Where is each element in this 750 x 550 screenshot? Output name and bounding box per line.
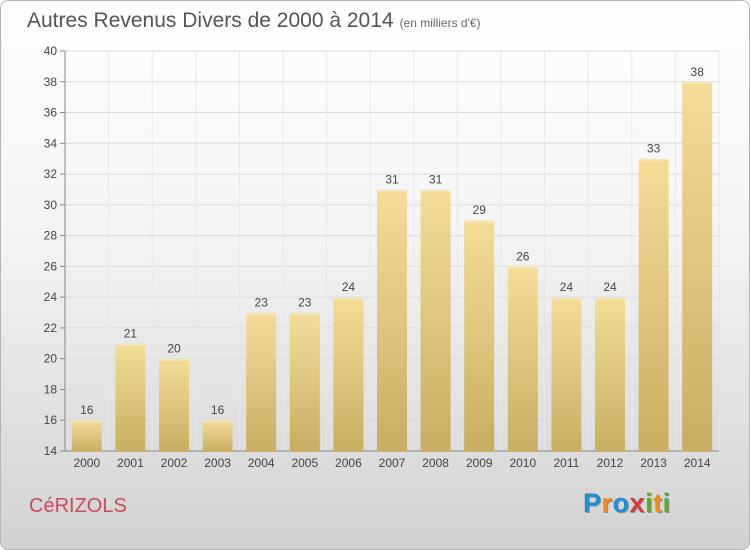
x-tick-label: 2013 xyxy=(640,456,667,470)
logo-letter: t xyxy=(653,488,663,518)
bar-highlight xyxy=(464,220,495,223)
data-label: 33 xyxy=(647,142,661,156)
y-tick-label: 18 xyxy=(44,382,58,396)
bar-highlight xyxy=(595,297,625,300)
logo-letter: i xyxy=(662,488,671,518)
bar xyxy=(377,189,407,451)
y-tick-label: 30 xyxy=(44,198,58,212)
y-tick-label: 32 xyxy=(44,167,58,181)
x-tick-label: 2007 xyxy=(379,456,406,470)
proxiti-logo: Proxiti xyxy=(583,488,671,519)
data-label: 23 xyxy=(255,296,269,310)
x-tick-label: 2001 xyxy=(117,456,144,470)
y-tick-label: 14 xyxy=(44,444,58,458)
bar-highlight xyxy=(246,312,277,315)
bar xyxy=(289,312,320,451)
bar xyxy=(507,266,538,451)
bar-highlight xyxy=(202,420,233,423)
x-tick-label: 2003 xyxy=(204,456,231,470)
x-tick-label: 2006 xyxy=(335,456,362,470)
bar xyxy=(246,312,277,451)
bar-highlight xyxy=(71,420,102,423)
chart-subtitle: (en milliers d'€) xyxy=(399,16,481,30)
data-label: 16 xyxy=(211,403,225,417)
bars xyxy=(71,81,713,452)
x-tick-label: 2002 xyxy=(161,456,188,470)
bar xyxy=(115,343,146,451)
x-tick-label: 2009 xyxy=(466,456,493,470)
bar xyxy=(420,189,451,451)
bar-highlight xyxy=(551,297,582,300)
data-label: 31 xyxy=(385,172,399,186)
data-label: 23 xyxy=(298,296,312,310)
bar-highlight xyxy=(420,189,451,192)
y-tick-label: 38 xyxy=(44,75,58,89)
bar xyxy=(464,220,495,451)
x-tick-label: 2014 xyxy=(684,456,711,470)
data-label: 20 xyxy=(167,342,181,356)
y-tick-label: 34 xyxy=(44,136,58,150)
y-tick-label: 22 xyxy=(44,321,58,335)
x-tick-label: 2011 xyxy=(553,456,579,470)
logo-letter: P xyxy=(583,488,602,518)
data-label: 38 xyxy=(691,65,705,79)
bar-highlight xyxy=(507,266,538,269)
y-tick-label: 20 xyxy=(44,352,58,366)
commune-name: CéRIZOLS xyxy=(29,495,127,517)
data-label: 24 xyxy=(603,280,617,294)
y-tick-label: 16 xyxy=(44,413,58,427)
chart-title-text: Autres Revenus Divers de 2000 à 2014 xyxy=(27,9,394,32)
y-tick-label: 28 xyxy=(44,229,58,243)
chart-title: Autres Revenus Divers de 2000 à 2014 (en … xyxy=(27,9,481,33)
x-tick-label: 2010 xyxy=(509,456,536,470)
bar xyxy=(682,81,713,452)
logo-letter: i xyxy=(645,488,654,518)
y-tick-label: 36 xyxy=(44,106,58,120)
data-label: 24 xyxy=(560,280,574,294)
bar xyxy=(71,420,102,451)
bar xyxy=(333,297,364,451)
bar-highlight xyxy=(289,312,320,315)
data-label: 31 xyxy=(429,172,443,186)
x-tick-label: 2004 xyxy=(248,456,275,470)
data-label: 29 xyxy=(473,203,487,217)
bar-highlight xyxy=(159,358,189,361)
bar xyxy=(159,358,189,451)
bar-highlight xyxy=(638,158,669,161)
bar xyxy=(595,297,625,451)
x-tick-label: 2012 xyxy=(597,456,624,470)
labels: 14 16 18 20 22 24 26 28 30 32 34 36 38 40 16 2000 21 2001… xyxy=(44,44,711,470)
bar-highlight xyxy=(682,81,713,84)
y-tick-label: 24 xyxy=(44,290,58,304)
bar xyxy=(202,420,233,451)
logo-letter: r xyxy=(601,488,613,518)
logo-letter: x xyxy=(629,488,646,518)
bar-highlight xyxy=(333,297,364,300)
data-label: 26 xyxy=(516,249,530,263)
x-tick-label: 2005 xyxy=(291,456,318,470)
bar-highlight xyxy=(377,189,407,192)
data-label: 21 xyxy=(124,326,138,340)
x-tick-label: 2000 xyxy=(73,456,100,470)
x-tick-label: 2008 xyxy=(422,456,449,470)
y-tick-label: 40 xyxy=(44,44,58,58)
bar-highlight xyxy=(115,343,146,346)
data-label: 24 xyxy=(342,280,356,294)
y-tick-label: 26 xyxy=(44,259,58,273)
bar xyxy=(638,158,669,451)
data-label: 16 xyxy=(80,403,94,417)
logo-letter: o xyxy=(612,488,630,518)
bar xyxy=(551,297,582,451)
